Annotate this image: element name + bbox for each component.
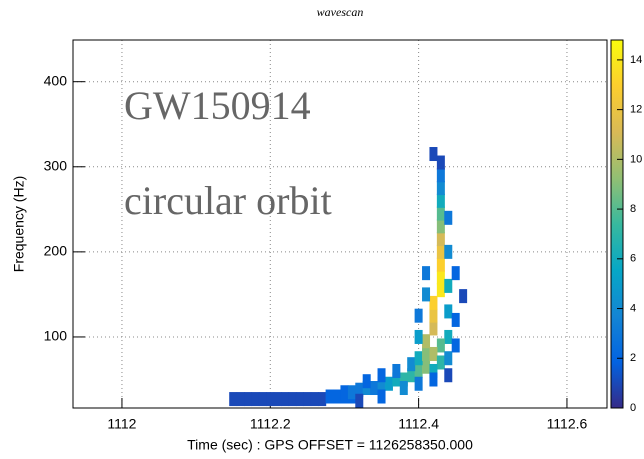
heatmap-cell [392,363,401,378]
heatmap-cell [436,219,445,234]
heatmap-cell [236,392,245,407]
heatmap-cell [436,193,445,208]
heatmap-cell [422,359,431,374]
heatmap-cell [429,321,438,336]
heatmap-cell [429,363,438,378]
heatmap-cell [444,210,453,225]
heatmap-cell [325,389,334,404]
colorbar-tick-label: 6 [630,253,636,265]
heatmap-cell [444,278,453,293]
heatmap-cell [429,372,438,387]
colorbar-tick-label: 10 [630,153,642,165]
heatmap-cell [422,334,431,349]
heatmap-cell [444,368,453,383]
heatmap-cell [436,155,445,170]
x-tick-label: 1112.2 [250,416,291,432]
x-axis-label: Time (sec) : GPS OFFSET = 1126258350.000 [187,437,473,453]
heatmap-cell [429,308,438,323]
heatmap-cell [459,289,468,304]
heatmap-cell [251,392,260,407]
heatmap-cell [451,312,460,327]
heatmap-cell [347,385,356,400]
heatmap-cell [273,392,282,407]
heatmap-cell [436,355,445,370]
heatmap-cell [422,266,431,281]
heatmap-cell [377,389,386,404]
colorbar [610,39,624,409]
y-axis-label: Frequency (Hz) [11,176,27,272]
heatmap-cell [444,351,453,366]
heatmap-cell [414,308,423,323]
x-tick-label: 1112.6 [547,416,588,432]
heatmap-cell [377,376,386,391]
annotation: circular orbit [124,178,332,223]
heatmap-cell [422,287,431,302]
heatmap-cell [436,181,445,196]
heatmap-cell [422,346,431,361]
colorbar-tick-label: 2 [630,352,636,364]
y-tick-label: 200 [44,243,68,259]
heatmap-cell [333,389,342,404]
heatmap-cell [318,392,327,407]
heatmap-cell [303,392,312,407]
heatmap-cell [377,368,386,383]
heatmap-cell [451,338,460,353]
heatmap-cell [244,392,253,407]
heatmap-cell [295,392,304,407]
colorbar-tick-label: 14 [630,54,642,66]
colorbar-tick-label: 12 [630,104,642,116]
heatmap-cell [429,346,438,361]
heatmap-cell [288,392,297,407]
x-tick-label: 1112.4 [398,416,439,432]
heatmap-cell [340,385,349,400]
heatmap-cell [451,266,460,281]
chart-title: wavescan [317,5,364,19]
heatmap-cell [399,381,408,396]
heatmap-cell [392,372,401,387]
plot-frame [72,39,608,409]
heatmap-cell [436,257,445,272]
heatmap-cell [429,147,438,162]
heatmap-cell [436,244,445,259]
heatmap-cell [362,374,371,389]
heatmap-cell [414,363,423,378]
heatmap-cell [436,206,445,221]
heatmap-cell [436,232,445,247]
heatmap-cell [258,392,267,407]
y-tick-label: 400 [44,72,68,88]
heatmap-cell [310,392,319,407]
heatmap-cell [370,381,379,396]
heatmap-cell [407,368,416,383]
heatmap-cell [436,270,445,285]
heatmap-cell [407,357,416,372]
colorbar-tick-label: 4 [630,302,636,314]
heatmap-cell [281,392,290,407]
colorbar-tick-label: 8 [630,203,636,215]
y-tick-label: 100 [44,328,68,344]
heatmap-cell [444,244,453,259]
heatmap-cell [355,393,364,408]
heatmap-cell [436,168,445,183]
heatmap-cell [444,329,453,344]
colorbar-tick-label: 0 [630,402,636,414]
heatmap-cell [355,382,364,397]
heatmap-cell [384,376,393,391]
heatmap-cell [229,392,238,407]
heatmap-cell [436,283,445,298]
heatmap-cell [414,329,423,344]
heatmap-cell [429,295,438,310]
x-tick-label: 1112 [107,416,136,432]
heatmap-cell [414,376,423,391]
heatmap-cell [414,351,423,366]
heatmap-cell [399,372,408,387]
heatmap-cell [444,304,453,319]
heatmap-cell [436,338,445,353]
heatmap-cell [266,392,275,407]
y-tick-label: 300 [44,157,68,173]
annotation: GW150914 [124,83,311,128]
